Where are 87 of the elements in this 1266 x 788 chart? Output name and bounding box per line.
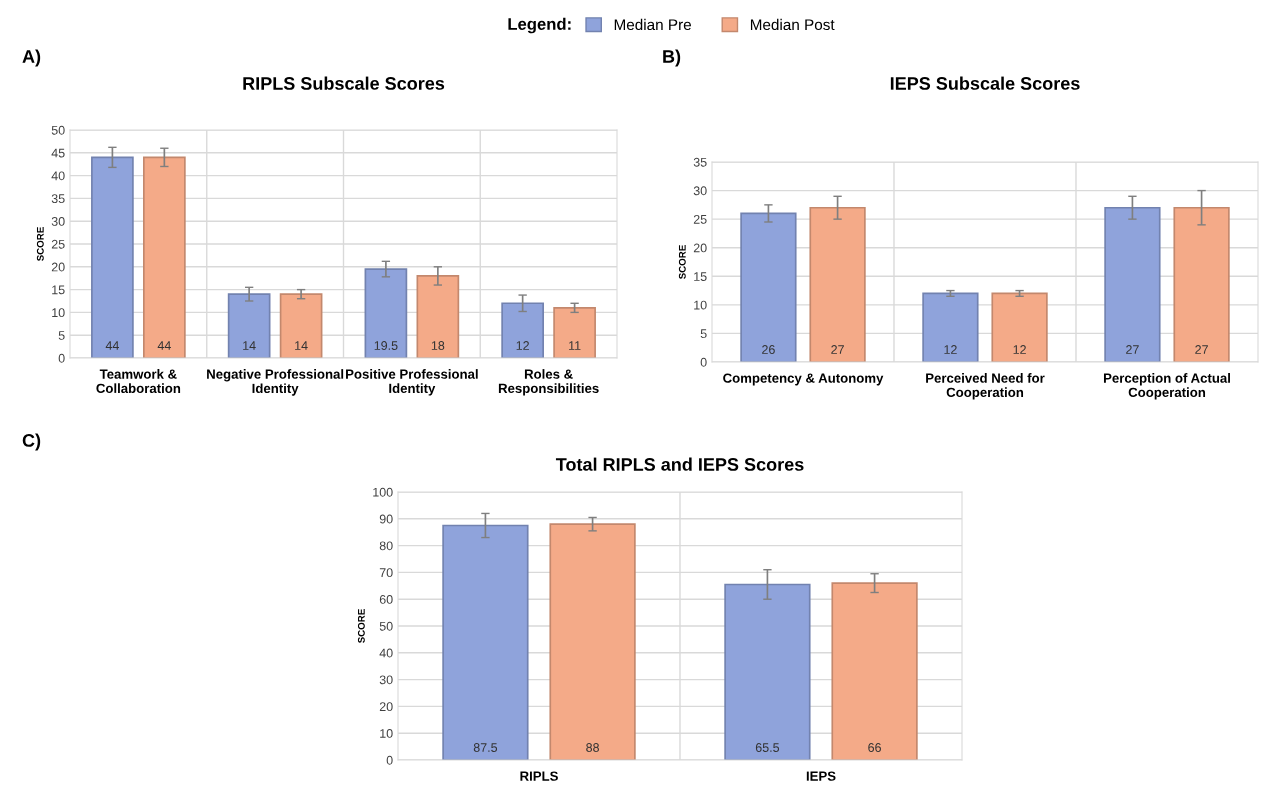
y-tick-label: 35 <box>51 194 65 204</box>
bar <box>1173 206 1230 362</box>
bar <box>922 292 979 362</box>
x-tick-label: Teamwork & Collaboration <box>96 369 181 394</box>
data-label: 65.5 <box>755 743 780 752</box>
y-tick-label: 30 <box>51 217 65 226</box>
y-tick-label: 0 <box>700 357 707 367</box>
y-tick-label: 10 <box>380 729 393 738</box>
text: B) <box>663 49 681 67</box>
legend-title: Legend: <box>508 17 571 34</box>
chart-title: Total RIPLS and IEPS Scores <box>555 457 804 471</box>
y-tick-label: 15 <box>694 272 707 281</box>
y-tick-label: 20 <box>379 702 393 712</box>
y-tick-label: 40 <box>51 171 65 181</box>
x-tick-label: IEPS <box>806 771 836 781</box>
y-tick-label: 10 <box>694 300 707 310</box>
bar <box>416 275 460 358</box>
y-tick-label: 90 <box>379 514 393 524</box>
data-label: 66 <box>868 743 881 752</box>
bar <box>553 307 596 358</box>
bar <box>227 293 271 358</box>
x-tick-label: Roles & Responsibilities <box>498 369 599 396</box>
y-tick-label: 20 <box>51 262 65 272</box>
bar <box>724 583 811 760</box>
data-label: 18 <box>431 341 445 350</box>
y-tick-label: 40 <box>379 648 393 658</box>
y-tick-label: 20 <box>693 243 707 253</box>
text: C) <box>22 433 41 451</box>
x-tick-label: Perceived Need for Cooperation <box>926 373 1045 400</box>
x-tick-label: Perception of Actual Cooperation <box>1103 373 1230 400</box>
y-tick-label: 30 <box>693 186 707 196</box>
data-label: 44 <box>105 341 119 350</box>
bar <box>831 582 918 760</box>
y-tick-label: 80 <box>379 541 393 551</box>
x-tick-label: Positive Professional Identity <box>346 369 478 396</box>
y-axis-title: SCORE <box>357 609 365 644</box>
data-label: 87.5 <box>473 743 498 752</box>
y-axis-title: SCORE <box>36 227 44 262</box>
y-tick-label: 0 <box>58 353 65 363</box>
data-label: 27 <box>831 345 844 354</box>
data-label: 11 <box>569 341 581 350</box>
y-tick-label: 60 <box>379 595 393 604</box>
y-tick-label: 0 <box>386 755 393 765</box>
y-tick-label: 30 <box>379 675 393 685</box>
chart-title: RIPLS Subscale Scores <box>243 76 445 90</box>
legend-label: Median Post <box>750 18 835 31</box>
data-label: 12 <box>944 345 957 354</box>
data-label: 14 <box>295 341 308 350</box>
bar <box>991 292 1048 362</box>
data-label: 88 <box>586 743 599 752</box>
y-tick-label: 70 <box>379 568 393 578</box>
y-tick-label: 5 <box>58 331 65 340</box>
bar <box>549 523 636 760</box>
bar <box>364 268 408 358</box>
text: A) <box>22 49 41 67</box>
y-tick-label: 5 <box>700 329 707 339</box>
y-tick-label: 25 <box>51 239 65 249</box>
bar <box>279 293 323 358</box>
data-label: 26 <box>762 345 775 354</box>
x-tick-label: RIPLS <box>520 771 558 781</box>
bar <box>143 156 186 358</box>
bar <box>809 206 866 362</box>
data-label: 12 <box>1013 345 1026 354</box>
bar <box>1104 206 1161 362</box>
y-tick-label: 45 <box>51 148 65 158</box>
data-label: 14 <box>243 341 256 350</box>
y-tick-label: 35 <box>693 157 707 167</box>
bar <box>91 156 134 358</box>
data-label: 19.5 <box>374 341 398 350</box>
y-tick-label: 10 <box>52 308 65 318</box>
x-tick-label: Negative Professional Identity <box>207 369 344 396</box>
y-tick-label: 100 <box>373 487 393 497</box>
legend-label: Median Pre <box>614 18 691 31</box>
data-label: 27 <box>1126 345 1139 354</box>
y-tick-label: 25 <box>693 214 707 224</box>
bar <box>501 302 544 358</box>
y-tick-label: 15 <box>52 285 65 295</box>
y-axis-title: SCORE <box>678 245 686 280</box>
data-label: 44 <box>157 341 171 350</box>
bar <box>740 212 797 362</box>
x-tick-label: Competency & Autonomy <box>723 373 884 386</box>
chart-title: IEPS Subscale Scores <box>890 76 1080 90</box>
bar <box>442 524 529 760</box>
y-tick-label: 50 <box>379 621 393 631</box>
data-label: 12 <box>516 341 529 350</box>
y-tick-label: 50 <box>51 125 65 135</box>
data-label: 27 <box>1195 345 1208 354</box>
